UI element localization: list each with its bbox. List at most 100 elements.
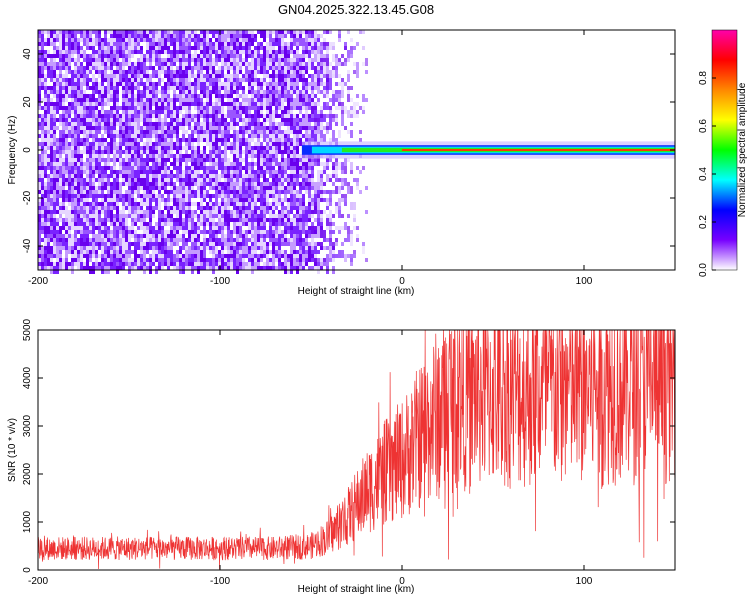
heatmap-cell [77, 242, 80, 246]
heatmap-cell [236, 118, 239, 122]
heatmap-cell [206, 222, 209, 226]
heatmap-cell [179, 66, 182, 70]
heatmap-cell [338, 94, 341, 98]
heatmap-cell [191, 154, 194, 158]
heatmap-cell [41, 66, 44, 70]
heatmap-cell [311, 138, 314, 142]
heatmap-cell [182, 86, 185, 90]
heatmap-cell [335, 54, 338, 58]
heatmap-cell [170, 150, 173, 154]
heatmap-cell [311, 238, 314, 242]
heatmap-cell [110, 246, 113, 250]
heatmap-cell [344, 238, 347, 242]
heatmap-cell [179, 174, 182, 178]
heatmap-cell [137, 186, 140, 190]
heatmap-cell [209, 114, 212, 118]
heatmap-cell [329, 42, 332, 50]
heatmap-cell [182, 242, 185, 246]
heatmap-cell [281, 42, 284, 46]
heatmap-cell [89, 218, 92, 222]
heatmap-cell [197, 58, 200, 62]
heatmap-cell [89, 178, 92, 182]
heatmap-cell [341, 110, 344, 114]
heatmap-cell [308, 178, 311, 182]
heatmap-cell [362, 106, 365, 110]
heatmap-cell [80, 210, 83, 214]
heatmap-cell [146, 126, 149, 130]
heatmap-cell [98, 162, 101, 166]
heatmap-cell [116, 210, 119, 214]
heatmap-cell [50, 250, 53, 254]
heatmap-cell [341, 170, 344, 174]
heatmap-cell [116, 230, 119, 234]
heatmap-cell [131, 182, 134, 186]
heatmap-cell [113, 218, 116, 222]
heatmap-cell [41, 142, 44, 146]
heatmap-cell [56, 250, 59, 258]
heatmap-cell [176, 34, 179, 42]
heatmap-cell [197, 246, 200, 250]
heatmap-cell [59, 106, 62, 110]
heatmap-cell [140, 54, 143, 58]
heatmap-cell [149, 94, 152, 98]
heatmap-cell [98, 130, 101, 134]
heatmap-cell [104, 66, 107, 70]
heatmap-cell [272, 134, 275, 138]
heatmap-cell [182, 66, 185, 70]
heatmap-cell [59, 86, 62, 94]
heatmap-cell [251, 122, 254, 126]
heatmap-cell [353, 226, 356, 230]
heatmap-cell [146, 162, 149, 166]
heatmap-cell [182, 134, 185, 142]
heatmap-cell [77, 94, 80, 98]
heatmap-cell [173, 126, 176, 130]
heatmap-cell [44, 226, 47, 230]
heatmap-cell [296, 82, 299, 86]
heatmap-cell [107, 50, 110, 54]
heatmap-cell [41, 198, 44, 206]
heatmap-cell [161, 178, 164, 182]
heatmap-cell [167, 98, 170, 102]
heatmap-cell [230, 146, 233, 150]
heatmap-cell [95, 62, 98, 66]
heatmap-cell [170, 70, 173, 74]
heatmap-cell [158, 58, 161, 62]
heatmap-cell [314, 134, 317, 142]
heatmap-cell [38, 162, 41, 166]
heatmap-cell [338, 202, 341, 206]
heatmap-cell [275, 162, 278, 166]
heatmap-cell [140, 106, 143, 110]
heatmap-cell [326, 162, 329, 166]
heatmap-cell [164, 74, 167, 78]
heatmap-cell [233, 146, 236, 150]
heatmap-cell [227, 142, 230, 146]
heatmap-cell [140, 134, 143, 138]
heatmap-cell [41, 210, 44, 214]
heatmap-cell [38, 230, 41, 234]
heatmap-cell [206, 42, 209, 46]
heatmap-cell [248, 134, 251, 138]
heatmap-cell [182, 82, 185, 86]
heatmap-cell [149, 114, 152, 118]
heatmap-cell [218, 226, 221, 230]
heatmap-cell [149, 122, 152, 126]
heatmap-cell [71, 118, 74, 122]
heatmap-cell [197, 114, 200, 118]
heatmap-cell [128, 174, 131, 178]
heatmap-cell [164, 114, 167, 118]
heatmap-cell [278, 50, 281, 54]
heatmap-cell [113, 146, 116, 150]
heatmap-cell [227, 162, 230, 166]
heatmap-cell [350, 162, 353, 170]
heatmap-cell [197, 146, 200, 150]
heatmap-cell [101, 178, 104, 182]
heatmap-cell [146, 134, 149, 138]
heatmap-cell [80, 250, 83, 254]
heatmap-cell [236, 142, 239, 146]
heatmap-cell [200, 138, 203, 142]
heatmap-cell [266, 150, 269, 154]
heatmap-cell [170, 146, 173, 150]
heatmap-cell [266, 58, 269, 66]
heatmap-cell [53, 74, 56, 78]
heatmap-cell [188, 174, 191, 178]
